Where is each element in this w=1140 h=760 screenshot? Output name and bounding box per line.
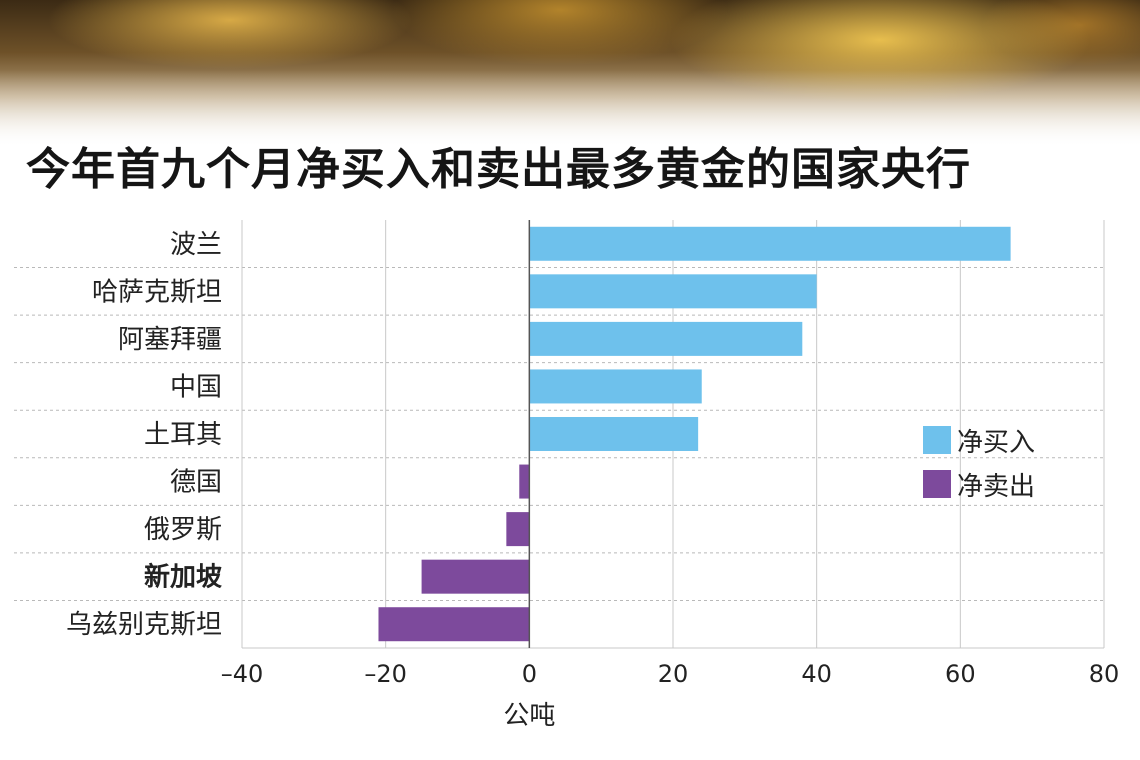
bar-新加坡 (421, 559, 530, 594)
x-tick-label: 80 (1089, 660, 1120, 688)
bar-土耳其 (529, 417, 699, 451)
x-tick-label: –20 (364, 660, 407, 688)
legend-swatch (923, 470, 951, 498)
bar-中国 (529, 369, 702, 404)
x-axis-title: 公吨 (503, 701, 555, 731)
x-tick-label: 40 (801, 660, 832, 688)
bar-波兰 (529, 226, 1011, 261)
category-label: 俄罗斯 (144, 515, 222, 545)
category-label: 阿塞拜疆 (118, 325, 222, 355)
gold-bars-header-image (0, 0, 1140, 150)
x-tick-label: 20 (658, 660, 689, 688)
category-label: 德国 (170, 468, 222, 498)
bar-乌兹别克斯坦 (378, 607, 530, 642)
legend-swatch (923, 426, 951, 454)
x-tick-label: 60 (945, 660, 976, 688)
bar-哈萨克斯坦 (529, 274, 817, 309)
x-tick-labels: –40 –20 0 20 40 60 80 (221, 660, 1120, 688)
x-tick-label: –40 (221, 660, 264, 688)
horizontal-gridlines (14, 267, 1104, 601)
chart-title: 今年首九个月净买入和卖出最多黄金的国家央行 (26, 144, 971, 195)
bars (378, 226, 1011, 642)
x-tick-label: 0 (522, 660, 537, 688)
category-label: 波兰 (170, 230, 222, 260)
category-label: 哈萨克斯坦 (92, 277, 222, 307)
legend-label: 净买入 (957, 428, 1035, 458)
bar-俄罗斯 (506, 512, 530, 547)
category-label: 乌兹别克斯坦 (66, 610, 222, 640)
bar-阿塞拜疆 (529, 321, 803, 356)
category-label: 新加坡 (144, 562, 222, 593)
category-label: 中国 (170, 372, 222, 402)
legend-label: 净卖出 (957, 472, 1035, 502)
category-label: 土耳其 (144, 420, 222, 450)
bar-德国 (519, 464, 530, 499)
